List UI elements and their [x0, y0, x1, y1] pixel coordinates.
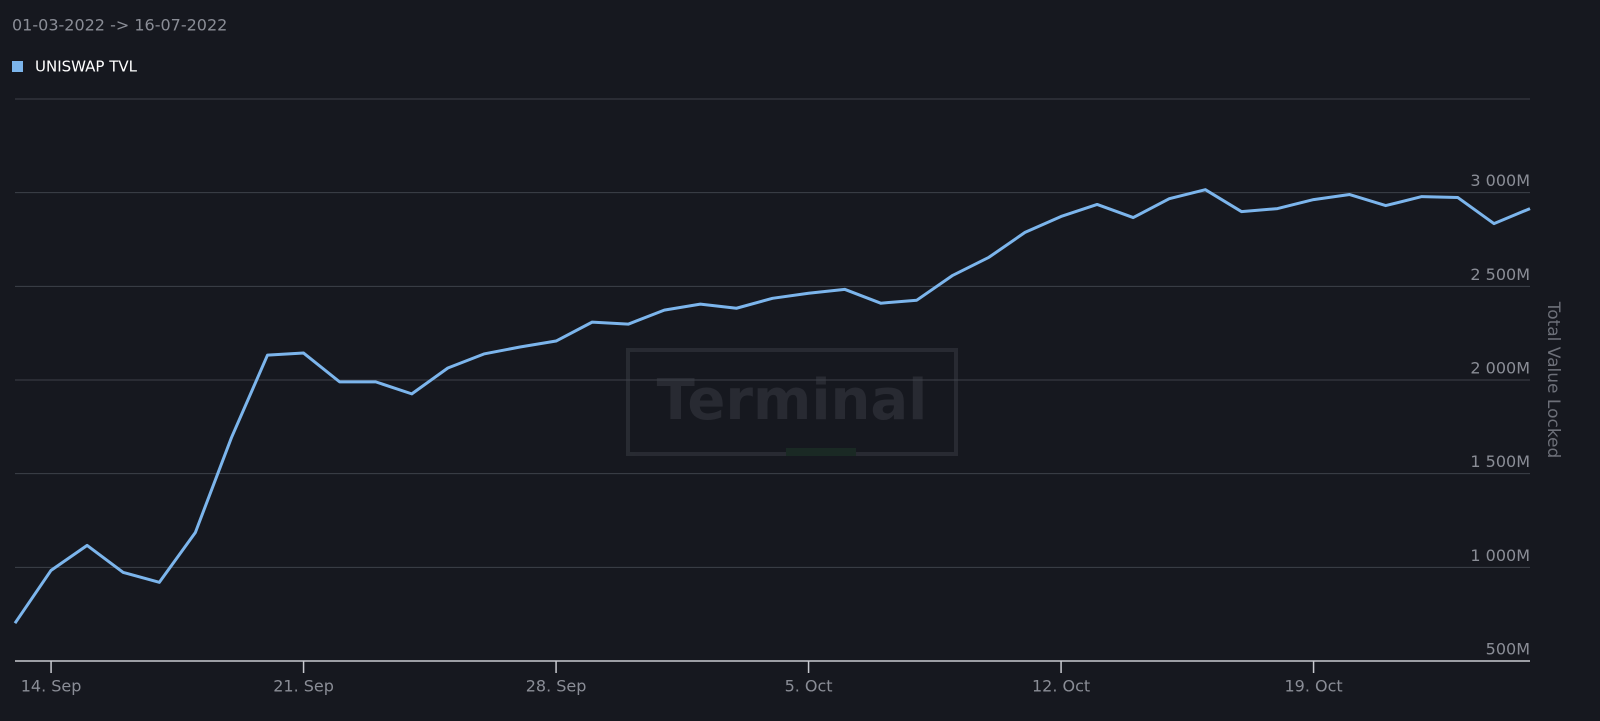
y-tick-label: 3 000M [1470, 171, 1530, 190]
subtitle: 01-03-2022 -> 16-07-2022 [12, 16, 227, 35]
x-tick-label: 14. Sep [21, 677, 82, 696]
y-tick-label: 500M [1486, 640, 1530, 659]
y-axis-title: Total Value Locked [1543, 301, 1563, 459]
x-tick-label: 21. Sep [273, 677, 334, 696]
y-tick-label: 2 000M [1470, 359, 1530, 378]
x-tick-label: 19. Oct [1284, 677, 1342, 696]
legend-swatch [12, 61, 23, 72]
x-tick-label: 12. Oct [1032, 677, 1090, 696]
watermark: Terminal [626, 348, 958, 456]
y-tick-label: 1 500M [1470, 452, 1530, 471]
y-tick-label: 2 500M [1470, 265, 1530, 284]
watermark-bar [786, 448, 856, 456]
legend-label[interactable]: UNISWAP TVL [35, 58, 138, 76]
x-tick-label: 5. Oct [785, 677, 833, 696]
y-tick-label: 1 000M [1470, 546, 1530, 565]
series-line [13, 188, 1531, 625]
watermark-text: Terminal [657, 368, 928, 433]
x-tick-label: 28. Sep [526, 677, 587, 696]
